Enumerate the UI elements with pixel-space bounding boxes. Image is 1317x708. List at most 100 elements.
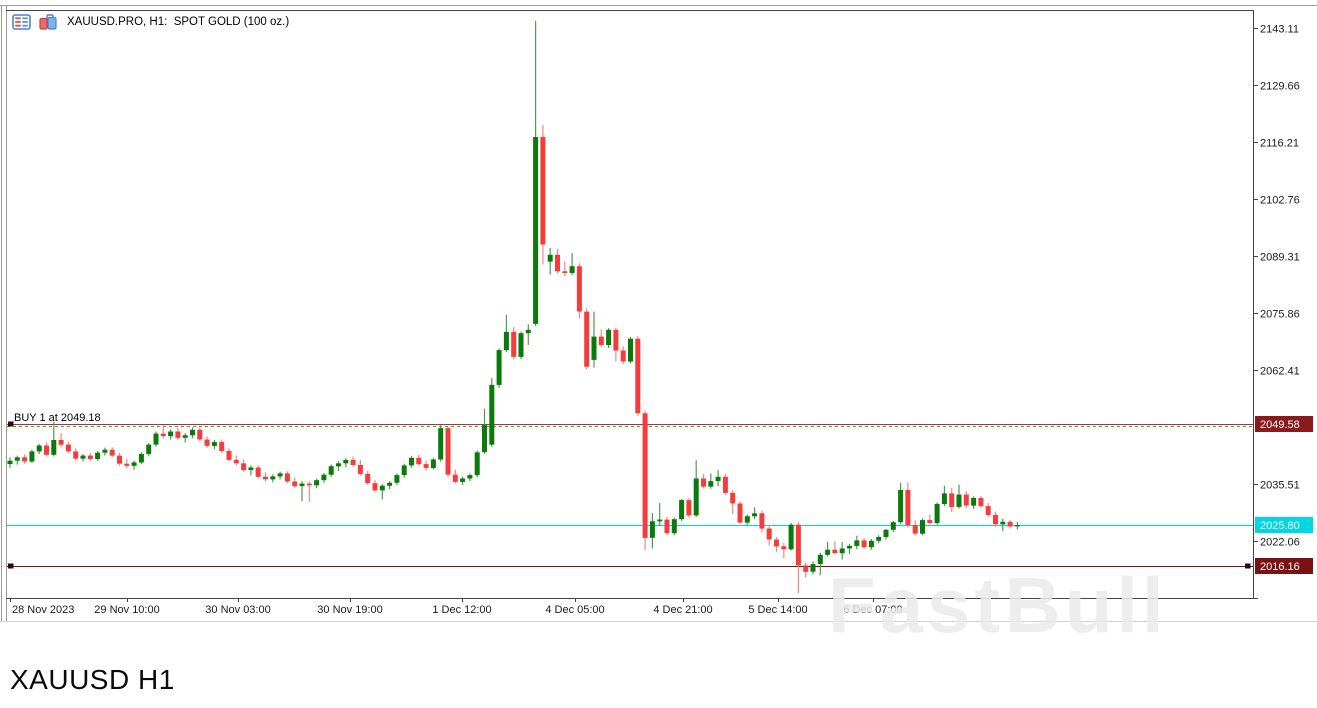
candle-body <box>401 465 407 476</box>
price-badge-label: 2025.80 <box>1260 520 1300 532</box>
candle <box>737 501 743 525</box>
candle-body <box>927 520 933 524</box>
candle <box>7 457 13 468</box>
candlestick-chart[interactable]: BUY 1 at 2049.18 2143.11 2129.66 2116.21 210… <box>0 0 1317 660</box>
candle <box>620 346 626 365</box>
candle-body <box>44 445 49 455</box>
candle-body <box>95 452 101 460</box>
candle <box>29 449 35 463</box>
candle <box>591 311 597 368</box>
candle <box>138 452 144 465</box>
candle-body <box>416 457 422 465</box>
candle-body <box>883 529 889 537</box>
candle <box>598 329 604 348</box>
candle <box>182 433 188 443</box>
candle <box>628 337 633 364</box>
candle-body <box>263 476 268 480</box>
candle <box>606 328 612 348</box>
time-axis-label: 4 Dec 21:00 <box>653 604 712 616</box>
candle <box>496 348 502 388</box>
candle <box>861 537 867 549</box>
candle-body <box>350 459 356 465</box>
candle-body <box>379 485 385 491</box>
candle-body <box>744 516 750 523</box>
candle-body <box>270 476 276 480</box>
price-axis-label: 2089.31 <box>1260 252 1300 264</box>
candle-body <box>219 442 225 451</box>
candle <box>883 529 889 540</box>
candle <box>971 496 977 509</box>
candle-body <box>649 521 655 538</box>
candle <box>562 261 568 276</box>
candle-body <box>547 254 553 262</box>
candle-body <box>715 476 721 481</box>
candle <box>832 541 838 555</box>
candle <box>993 511 998 527</box>
candle <box>372 480 378 493</box>
candle <box>109 447 115 458</box>
candle <box>445 426 451 477</box>
candle-body <box>292 481 298 487</box>
candle <box>233 455 239 466</box>
candle <box>555 248 560 274</box>
candle-body <box>190 429 195 436</box>
candle-body <box>153 433 159 445</box>
candle <box>686 498 692 518</box>
candle-body <box>934 504 940 524</box>
candle-body <box>445 428 451 475</box>
candle <box>175 427 181 440</box>
candle-body <box>788 524 794 550</box>
candle-body <box>372 483 378 491</box>
candle-body <box>117 455 122 464</box>
candle-body <box>766 528 772 540</box>
candle <box>284 471 290 484</box>
candle <box>306 481 312 502</box>
candle <box>87 452 93 462</box>
candle-body <box>314 480 320 486</box>
candle-body <box>993 515 998 525</box>
price-axis-label: 2143.11 <box>1260 24 1299 36</box>
candle-body <box>905 490 911 526</box>
candle-body <box>138 454 144 463</box>
candle-body <box>540 137 546 245</box>
candle-body <box>613 329 619 351</box>
candle <box>766 525 772 546</box>
candle <box>774 537 779 552</box>
candle-body <box>511 331 517 357</box>
price-axis-label: 2129.66 <box>1260 81 1300 93</box>
candle <box>518 331 524 359</box>
price-badge <box>1255 517 1313 533</box>
candle-body <box>503 331 509 351</box>
candle <box>744 514 750 526</box>
candle <box>847 543 852 554</box>
candle-body <box>197 429 203 440</box>
candle-body <box>584 311 590 367</box>
candle <box>876 535 882 544</box>
candle <box>321 473 327 483</box>
candle <box>292 477 298 488</box>
candle <box>898 482 904 525</box>
candle <box>584 308 590 370</box>
candle <box>190 427 195 439</box>
candle-body <box>496 350 502 385</box>
price-badge-label: 2049.58 <box>1260 419 1300 431</box>
candle-body <box>985 506 991 515</box>
price-badge <box>1255 416 1313 432</box>
candle-body <box>525 329 531 334</box>
candle-body <box>182 435 188 438</box>
candle <box>36 443 42 454</box>
candle-body <box>898 490 904 523</box>
time-axis-label: 4 Dec 05:00 <box>545 604 604 616</box>
candle-body <box>1007 521 1013 527</box>
candle-body <box>628 338 633 362</box>
candle-body <box>963 494 969 506</box>
candle-body <box>825 549 831 555</box>
candle-body <box>241 463 247 471</box>
candle-body <box>7 460 13 465</box>
candle <box>299 481 305 502</box>
candle-body <box>87 455 93 459</box>
candle <box>701 473 706 489</box>
candle <box>146 442 152 457</box>
candle <box>153 431 159 447</box>
